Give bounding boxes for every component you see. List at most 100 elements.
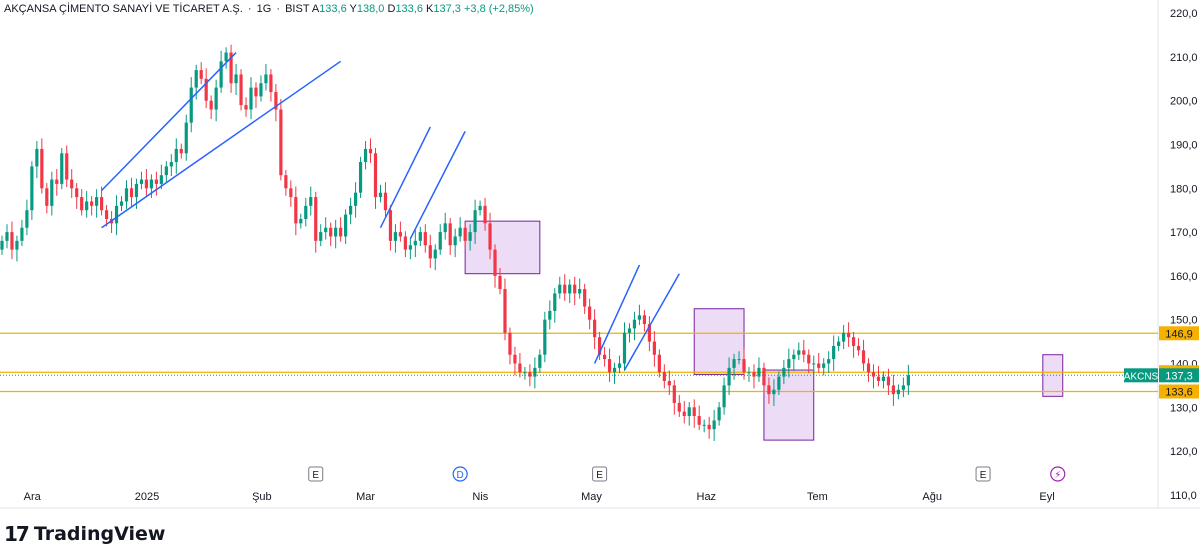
candle-body <box>249 87 253 110</box>
candle-body <box>134 183 139 198</box>
candle-body <box>548 310 552 320</box>
candle-body <box>314 197 318 241</box>
candle-body <box>413 240 417 246</box>
candle-body <box>782 367 786 377</box>
candle-body <box>607 359 612 373</box>
candle-body <box>244 105 248 110</box>
candle-body <box>90 201 94 206</box>
candle-body <box>234 74 238 84</box>
brand[interactable]: 17 TradingView <box>4 522 165 546</box>
earnings-marker-label: E <box>980 470 987 481</box>
candle-body <box>568 284 572 294</box>
close-label: K <box>426 3 434 15</box>
y-tick-label: 110,0 <box>1170 490 1197 502</box>
candle-body <box>518 363 522 373</box>
candle-body <box>812 363 816 365</box>
y-tick-label: 150,0 <box>1170 315 1198 327</box>
candle-body <box>324 227 328 233</box>
candle-body <box>866 363 871 373</box>
candle-body <box>174 148 178 163</box>
x-tick-label: Şub <box>252 491 272 503</box>
candle-body <box>697 416 701 425</box>
candle-body <box>622 332 627 364</box>
candle-body <box>906 375 910 386</box>
candle-body <box>583 289 587 307</box>
candle-body <box>792 354 796 360</box>
pattern-box <box>763 369 815 441</box>
candle-body <box>553 293 557 311</box>
candle-body <box>807 354 811 364</box>
candle-body <box>279 109 283 176</box>
candle-body <box>289 188 293 198</box>
candle-body <box>299 218 303 224</box>
candle-body <box>438 232 442 250</box>
candle-body <box>727 367 731 386</box>
candle-body <box>10 232 14 250</box>
last-price-label: 137,3 <box>1165 370 1193 382</box>
candle-body <box>129 188 134 198</box>
y-tick-label: 120,0 <box>1170 446 1198 458</box>
candle-body <box>473 210 477 233</box>
candle-body <box>901 385 905 390</box>
high-label: Y <box>349 3 357 15</box>
candle-body <box>832 345 836 360</box>
exchange: BIST <box>285 3 310 15</box>
candle-body <box>0 240 4 250</box>
dividend-marker <box>452 466 468 482</box>
candle-body <box>274 91 278 110</box>
candle-body <box>847 332 851 338</box>
candle-body <box>309 197 313 206</box>
candle-body <box>707 424 711 430</box>
candle-body <box>344 214 348 237</box>
candle-body <box>822 363 826 368</box>
candle-body <box>513 354 517 364</box>
trend-line <box>623 273 680 371</box>
candle-body <box>677 402 681 412</box>
low-label: D <box>387 3 396 15</box>
x-tick-label: Tem <box>807 491 828 503</box>
candle-body <box>463 227 467 241</box>
level-price-label: 146,9 <box>1165 328 1193 340</box>
candle-body <box>752 372 756 377</box>
candle-body <box>428 245 432 259</box>
trend-line <box>101 60 342 229</box>
candle-body <box>20 227 24 241</box>
candle-body <box>294 197 298 224</box>
candle-body <box>264 74 268 84</box>
candle-body <box>647 324 651 342</box>
y-tick-label: 190,0 <box>1170 140 1198 152</box>
candle-body <box>184 122 188 154</box>
candle-body <box>742 359 746 373</box>
dividend-marker-label: D <box>457 470 464 481</box>
y-tick-label: 210,0 <box>1170 52 1198 64</box>
symbol-name[interactable]: AKÇANSA ÇİMENTO SANAYİ VE TİCARET A.Ş. <box>4 3 243 15</box>
candle-body <box>837 341 841 346</box>
candle-body <box>767 385 771 395</box>
candle-body <box>722 385 726 408</box>
candle-body <box>383 192 388 211</box>
candle-body <box>373 153 378 198</box>
x-tick-label: Nis <box>472 491 488 503</box>
candle-body <box>817 363 821 368</box>
candle-body <box>483 205 487 224</box>
candle-body <box>762 367 766 386</box>
candle-body <box>378 192 383 198</box>
candle-body <box>214 87 218 110</box>
y-tick-label: 220,0 <box>1170 8 1198 20</box>
candle-body <box>493 249 497 276</box>
candle-body <box>508 332 512 355</box>
candle-body <box>498 275 502 290</box>
candle-body <box>772 389 776 395</box>
level-price-badge <box>1159 326 1199 341</box>
candle-body <box>588 306 592 320</box>
candle-body <box>95 197 99 206</box>
candle-body <box>154 179 158 184</box>
candle-body <box>60 153 64 184</box>
candle-body <box>617 363 622 368</box>
candle-body <box>558 284 562 294</box>
candle-body <box>50 179 54 206</box>
candle-body <box>15 240 19 250</box>
interval[interactable]: 1G <box>256 3 272 15</box>
candle-body <box>662 372 666 381</box>
